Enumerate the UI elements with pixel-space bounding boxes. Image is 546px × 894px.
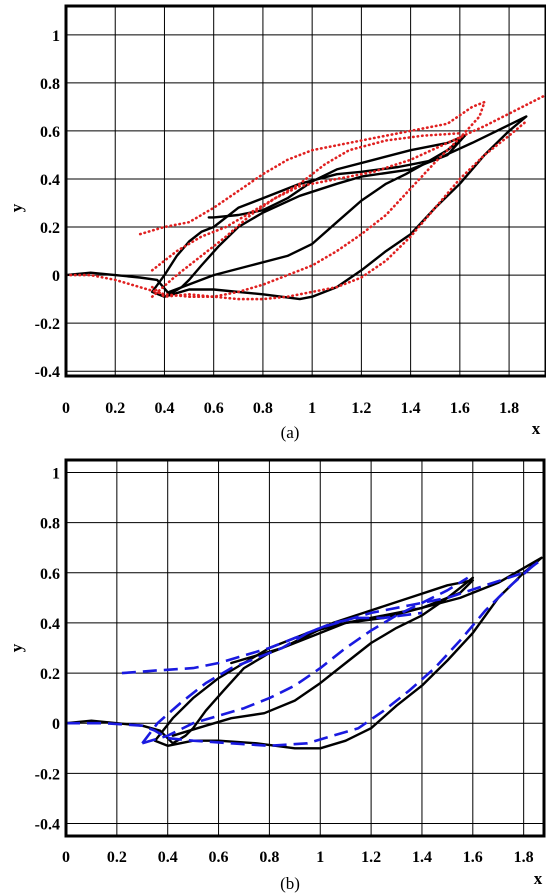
series-solid-line xyxy=(171,576,474,737)
x-tick-label: 1.6 xyxy=(463,849,483,866)
plot-frame xyxy=(64,4,546,378)
panel-b: 0 0.2 0.4 0.6 0.8 1 1.2 1.4 1.6 1.8 -0.4 -0.2 0 0.2 0.… xyxy=(7,458,546,893)
y-tick-label: -0.2 xyxy=(35,316,60,333)
y-tick-label: 0.4 xyxy=(40,172,60,189)
x-tick-label: 1.4 xyxy=(401,400,421,417)
x-tick-label: 0.4 xyxy=(154,400,174,417)
series-dotted-line xyxy=(150,93,546,299)
panel-a: 0 0.2 0.4 0.6 0.8 1 1.2 1.4 1.6 1.8 -0.4 -0.2 0 0.2 0.… xyxy=(7,4,546,442)
y-tick-label: -0.2 xyxy=(35,766,60,783)
x-tick-label: 0 xyxy=(62,400,70,417)
x-tick-label: 0.6 xyxy=(209,849,229,866)
panel-caption: (a) xyxy=(281,423,300,442)
y-tick-label: 0.6 xyxy=(40,566,60,583)
x-tick-label: 1.4 xyxy=(412,849,432,866)
x-tick-label: 0.6 xyxy=(204,400,224,417)
y-tick-label: 0.4 xyxy=(40,616,60,633)
x-tick-label: 0.4 xyxy=(158,849,178,866)
x-tick-label: 0.2 xyxy=(107,849,127,866)
x-tick-label: 1.8 xyxy=(514,849,534,866)
x-tick-label: 0.8 xyxy=(253,400,273,417)
y-tick-label: -0.4 xyxy=(35,816,60,833)
series-dashed-line xyxy=(121,556,545,675)
x-tick-label: 1.2 xyxy=(351,400,371,417)
x-axis-label: x xyxy=(532,419,541,438)
y-tick-label: 0.2 xyxy=(40,220,60,237)
plot-frame xyxy=(64,458,546,838)
y-tick-label: 1 xyxy=(52,466,60,483)
y-tick-label: 0.6 xyxy=(40,124,60,141)
series-dashed-line xyxy=(141,576,469,745)
x-tick-label: 1.2 xyxy=(361,849,381,866)
x-tick-label: 1.8 xyxy=(499,400,519,417)
y-tick-label: 0 xyxy=(52,716,60,733)
series-solid-line xyxy=(168,134,466,294)
y-tick-label: 0.2 xyxy=(40,666,60,683)
x-tick-label: 1.6 xyxy=(450,400,470,417)
x-tick-label: 1 xyxy=(308,400,316,417)
x-tick-label: 1 xyxy=(316,849,324,866)
y-tick-label: 0.8 xyxy=(40,76,60,93)
series-solid-line xyxy=(150,115,528,301)
x-axis-label: x xyxy=(534,869,543,888)
x-tick-label: 0.2 xyxy=(105,400,125,417)
y-tick-label: -0.4 xyxy=(35,364,60,381)
series-dotted-line xyxy=(150,120,528,301)
y-axis-label: y xyxy=(7,643,26,652)
panel-caption: (b) xyxy=(280,874,300,893)
x-tick-label: 0.8 xyxy=(259,849,279,866)
x-tick-label: 0 xyxy=(62,849,70,866)
series-solid-line xyxy=(64,134,466,296)
y-tick-label: 1 xyxy=(52,28,60,45)
series-dashed-line xyxy=(141,611,423,745)
series-dotted-line xyxy=(64,100,486,299)
y-tick-label: 0.8 xyxy=(40,516,60,533)
series-dashed-line xyxy=(66,561,538,748)
series-dotted-line xyxy=(150,132,462,272)
series-solid-line xyxy=(153,556,543,750)
y-tick-label: 0 xyxy=(52,268,60,285)
y-axis-label: y xyxy=(7,203,26,212)
